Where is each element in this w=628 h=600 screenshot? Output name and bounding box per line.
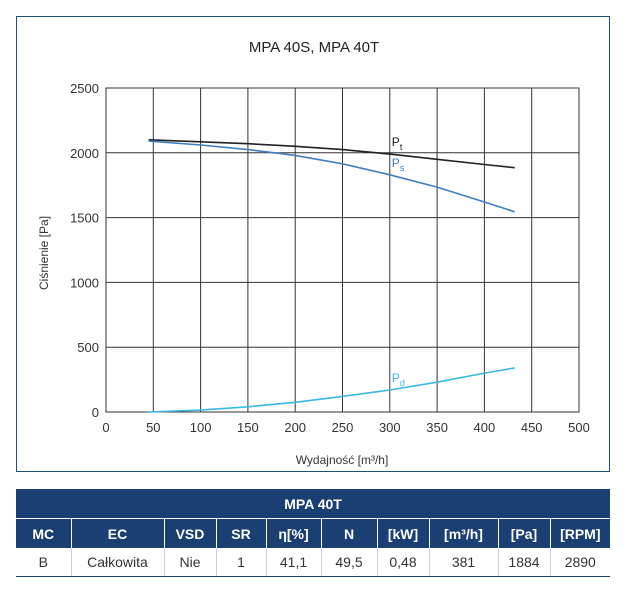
table-cell: Nie — [164, 548, 217, 577]
table-cell: Całkowita — [71, 548, 165, 577]
chart-title: MPA 40S, MPA 40T — [249, 39, 379, 56]
y-tick-label: 2500 — [70, 81, 99, 96]
x-tick-label: 150 — [237, 420, 259, 435]
x-tick-label: 400 — [474, 420, 496, 435]
table-row: B Całkowita Nie 1 41,1 49,5 0,48 381 1884 2890 — [16, 548, 611, 577]
x-tick-label: 50 — [146, 420, 160, 435]
table-cell: 381 — [429, 548, 499, 577]
column-header: η[%] — [266, 518, 322, 548]
x-tick-label: 0 — [102, 420, 109, 435]
y-tick-label: 2000 — [70, 146, 99, 161]
y-tick-label: 1500 — [70, 211, 99, 226]
x-tick-label: 200 — [284, 420, 306, 435]
column-header: SR — [216, 518, 267, 548]
series-label-main: P — [392, 135, 400, 149]
column-header: VSD — [164, 518, 217, 548]
x-axis-label: Wydajność [m³/h] — [296, 453, 389, 467]
table-header-row: MC EC VSD SR η[%] N [kW] [m³/h] [Pa] [RPM] — [16, 518, 611, 548]
x-tick-label: 500 — [568, 420, 590, 435]
table-cell: 1884 — [498, 548, 551, 577]
series-label-pd: Pd — [392, 371, 405, 388]
series-label-sub: t — [400, 142, 403, 152]
x-tick-label: 100 — [190, 420, 212, 435]
y-tick-label: 500 — [77, 340, 99, 355]
table-title-row: MPA 40T — [16, 489, 611, 519]
y-axis-label: Ciśnienie [Pa] — [37, 216, 51, 290]
table-cell: 0,48 — [377, 548, 430, 577]
y-tick-label: 1000 — [70, 275, 99, 290]
column-header: N — [321, 518, 378, 548]
series-label-main: P — [392, 371, 400, 385]
table-cell: 2890 — [550, 548, 611, 577]
column-header: [Pa] — [498, 518, 551, 548]
series-label-pt: Pt — [392, 135, 403, 152]
grid-layer — [105, 87, 580, 413]
series-line-pt — [148, 139, 515, 169]
table-cell: 41,1 — [266, 548, 322, 577]
column-header: [kW] — [377, 518, 430, 548]
series-line-ps — [148, 140, 515, 213]
series-label-ps: Ps — [392, 156, 405, 173]
series-label-main: P — [392, 156, 400, 170]
table-title: MPA 40T — [16, 489, 611, 519]
series-label-sub: s — [400, 163, 405, 173]
column-header: [m³/h] — [429, 518, 499, 548]
table-cell: 49,5 — [321, 548, 378, 577]
column-header: EC — [71, 518, 165, 548]
table-cell: B — [16, 548, 72, 577]
tick-layer: 0 50 100 150 200 250 300 350 400 450 500 0 500 1000 15… — [70, 81, 590, 435]
x-tick-label: 300 — [379, 420, 401, 435]
y-tick-label: 0 — [92, 405, 99, 420]
x-tick-label: 250 — [332, 420, 354, 435]
table-cell: 1 — [216, 548, 267, 577]
x-tick-label: 450 — [521, 420, 543, 435]
chart-frame: MPA 40S, MPA 40T Pt Ps Pd 0 50 100 150 200 250 3… — [16, 16, 610, 472]
series-line-pd — [148, 367, 515, 413]
series-label-sub: d — [400, 378, 405, 388]
x-tick-label: 350 — [426, 420, 448, 435]
column-header: [RPM] — [550, 518, 611, 548]
column-header: MC — [16, 518, 72, 548]
spec-table: MPA 40T MC EC VSD SR η[%] N [kW] [m³/h] [Pa] [RPM… — [16, 489, 611, 577]
